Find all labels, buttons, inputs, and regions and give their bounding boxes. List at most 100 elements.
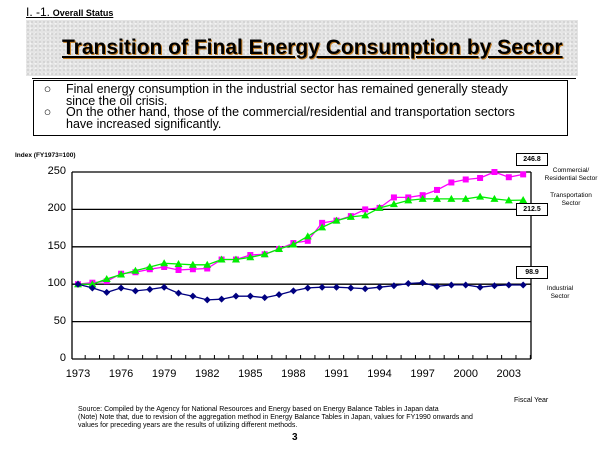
circle-bullet-icon: ○ [43,82,52,96]
x-tick-label: 1985 [238,368,263,380]
data-point-diamond [476,283,484,291]
y-tick-label: 100 [47,277,66,290]
x-tick-label: 1979 [151,368,177,380]
end-value-label-commercial: 246.8 [516,153,548,166]
data-point-triangle [117,270,126,278]
series-label-transportation: Transportation Sector [550,192,592,207]
y-axis-title: Index (FY1973=100) [15,152,76,159]
data-point-triangle [260,250,269,258]
data-point-diamond [88,284,96,292]
x-tick-label: 1973 [65,368,91,380]
data-point-triangle [519,196,528,204]
series-line [77,171,524,285]
data-point-diamond [74,280,82,288]
data-point-diamond [404,279,412,287]
x-tick-label: 2000 [453,368,478,380]
source-line: values for preceding years are the resul… [78,422,298,429]
data-point-triangle [160,259,169,267]
bullet-line: since the oil crisis. [66,93,168,108]
end-value-label-industrial: 98.9 [516,266,548,279]
circle-bullet-icon: ○ [43,105,52,119]
data-point-diamond [390,282,398,290]
data-point-diamond [203,296,211,304]
data-point-triangle [332,216,341,224]
y-tick-label: 250 [47,165,66,177]
data-point-triangle [447,194,456,202]
data-point-diamond [419,279,427,287]
x-tick-label: 1994 [367,368,392,380]
data-point-triangle [102,274,111,282]
data-point-square [505,174,512,181]
data-point-diamond [376,283,384,291]
data-point-diamond [447,281,455,289]
data-point-square [204,265,211,272]
x-tick-label: 1976 [108,368,134,380]
end-value-label-transportation: 212.5 [516,203,548,216]
data-point-triangle [246,253,255,261]
data-point-square [390,194,397,201]
bullet-line: have increased significantly. [66,116,222,131]
y-tick-label: 150 [47,239,66,252]
data-point-square [491,169,498,175]
data-point-diamond [189,292,197,300]
section-heading: I. -1. Overall Status [26,5,113,19]
data-point-square [189,266,196,273]
data-point-triangle [289,240,298,248]
bullet-line: Final energy consumption in the industri… [66,82,508,96]
data-point-diamond [347,284,355,292]
bullet-line: On the other hand, those of the commerci… [66,105,515,119]
series-line [78,196,524,285]
data-point-diamond [275,291,283,299]
data-point-square [434,186,440,193]
data-point-square [362,206,369,213]
data-point-square [462,176,469,183]
data-point-diamond [289,287,297,295]
data-point-diamond [505,281,513,289]
data-point-square [477,174,484,181]
data-point-triangle [217,255,226,263]
x-tick-label: 1991 [324,368,349,380]
source-line: (Note) Note that, due to revision of the… [78,414,473,421]
data-point-triangle [361,211,370,219]
data-point-diamond [246,292,254,300]
y-tick-label: 50 [53,314,66,327]
data-point-diamond [218,295,226,303]
page-number: 3 [292,432,298,443]
x-tick-label: 1988 [281,368,306,380]
data-point-diamond [490,282,498,290]
data-point-triangle [476,192,485,200]
title-divider [32,78,576,79]
source-note: Source: Compiled by the Agency for Natio… [78,406,548,430]
data-point-triangle [174,260,183,268]
data-point-triangle [318,223,327,231]
data-point-triangle [346,212,355,220]
data-point-diamond [332,283,340,291]
data-point-square [161,263,168,270]
data-point-triangle [275,245,284,253]
data-point-triangle [231,255,240,263]
data-point-triangle [433,194,441,202]
data-point-diamond [175,289,183,297]
data-point-triangle [461,194,470,202]
data-point-diamond [103,288,111,296]
source-line: Source: Compiled by the Agency for Natio… [78,406,439,413]
x-tick-label: 2003 [496,368,522,380]
data-point-square [319,219,326,226]
data-point-diamond [433,282,441,290]
data-point-triangle [404,196,413,204]
data-point-diamond [117,284,125,292]
data-point-diamond [160,283,168,291]
x-axis-title: Fiscal Year [514,397,549,404]
data-point-diamond [261,294,269,302]
y-tick-label: 0 [59,352,66,364]
series-label-industrial: Industrial Sector [546,285,574,300]
summary-box: ○ Final energy consumption in the indust… [33,80,568,136]
section-label: Overall Status [52,8,114,18]
x-tick-label: 1997 [410,368,435,380]
data-point-square [304,237,311,244]
data-point-square [520,171,527,178]
data-point-diamond [318,283,326,291]
series-label-commercial: Commercial/ Residential Sector [544,167,598,182]
data-point-diamond [519,281,527,289]
